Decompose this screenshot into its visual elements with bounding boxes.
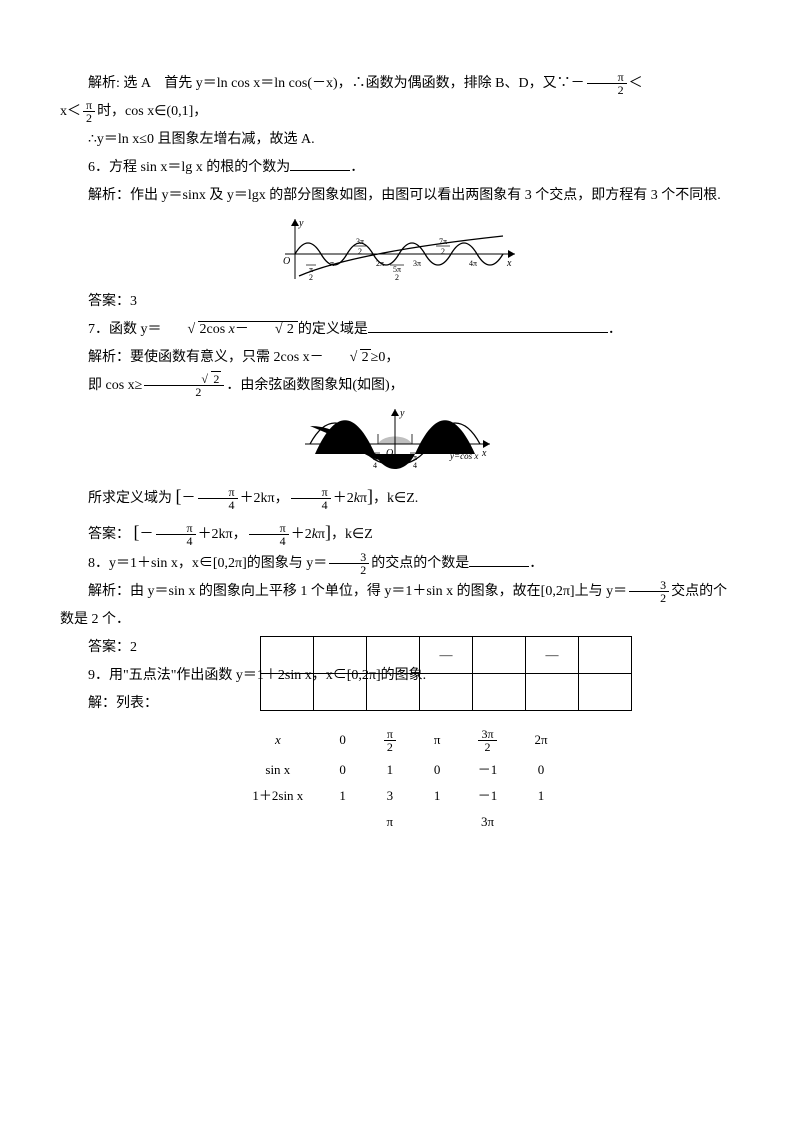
svg-text:4π: 4π xyxy=(469,259,477,268)
graph-cos: y x O π 4 π 4 y=cos x xyxy=(60,404,740,474)
table-row: x 0 π2 π 3π2 2π xyxy=(234,724,565,757)
question-6: 6．方程 sin x＝lg x 的根的个数为． xyxy=(60,154,740,182)
five-point-grid: —— xyxy=(260,636,632,711)
svg-text:4: 4 xyxy=(413,461,417,470)
frac-pi-2b: π2 xyxy=(83,99,95,124)
analysis-5-line2: x＜π2时，cos x∈(0,1]， xyxy=(60,98,740,126)
blank-7 xyxy=(368,319,608,333)
svg-text:y: y xyxy=(298,218,304,229)
svg-text:2: 2 xyxy=(358,247,362,256)
question-8: 8．y＝1＋sin x，x∈[0,2π]的图象与 y＝32的交点的个数是． xyxy=(60,550,740,578)
analysis-5: 解析: 选 A 首先 y＝ln cos x＝ln cos(－x)，∴函数为偶函数… xyxy=(60,70,740,98)
question-7: 7．函数 y＝2cos x－2的定义域是． xyxy=(60,316,740,344)
graph-sin-lg: O y x π 2 π 3π 2 2π 5π 2 3π 7π 2 4π xyxy=(60,214,740,284)
frac-pi4b: π4 xyxy=(291,486,331,511)
answer-7: 答案： [－π4＋2kπ，π4＋2kπ]，k∈Z xyxy=(60,514,740,550)
svg-text:2: 2 xyxy=(309,273,313,282)
svg-text:y: y xyxy=(399,408,405,419)
svg-text:4: 4 xyxy=(373,461,377,470)
sqrt-expr: 2cos x－2 xyxy=(162,316,298,344)
svg-text:2π: 2π xyxy=(376,259,384,268)
analysis-7a: 解析：要使函数有意义，只需 2cos x－2≥0， xyxy=(60,344,740,372)
sqrt-2: 2 xyxy=(324,344,371,372)
svg-text:x: x xyxy=(481,448,487,459)
frac-3-2: 32 xyxy=(329,551,369,576)
svg-text:O: O xyxy=(283,256,290,267)
frac-pi4a: π4 xyxy=(198,486,238,511)
value-table: x 0 π2 π 3π2 2π sin x 0 1 0 －1 0 1＋2sin … xyxy=(234,724,565,836)
blank-8 xyxy=(469,553,529,567)
svg-text:y=cos x: y=cos x xyxy=(449,451,478,461)
table-row: sin x 0 1 0 －1 0 xyxy=(234,757,565,783)
svg-text:x: x xyxy=(506,258,512,269)
analysis-6: 解析：作出 y＝sinx 及 y＝lgx 的部分图象如图，由图可以看出两图象有 … xyxy=(60,182,740,210)
frac-pi-2: π2 xyxy=(587,71,627,96)
svg-text:7π: 7π xyxy=(439,237,447,246)
svg-text:2: 2 xyxy=(395,273,399,282)
table-row: π 3π xyxy=(234,809,565,835)
analysis-5-line3: ∴y＝ln x≤0 且图象左增右减，故选 A. xyxy=(60,126,740,154)
frac-sqrt2-2: 22 xyxy=(144,373,224,398)
analysis-7b: 即 cos x≥22．由余弦函数图象知(如图)， xyxy=(60,372,740,400)
svg-text:3π: 3π xyxy=(413,259,421,268)
svg-text:3π: 3π xyxy=(356,237,364,246)
blank-6 xyxy=(290,157,350,171)
analysis-8: 解析：由 y＝sin x 的图象向上平移 1 个单位，得 y＝1＋sin x 的… xyxy=(60,578,740,634)
table-row: 1＋2sin x 1 3 1 －1 1 xyxy=(234,783,565,809)
document-page: 解析: 选 A 首先 y＝ln cos x＝ln cos(－x)，∴函数为偶函数… xyxy=(0,0,800,886)
svg-text:2: 2 xyxy=(441,247,445,256)
frac-3-2b: 32 xyxy=(629,579,669,604)
domain-result: 所求定义域为 [－π4＋2kπ，π4＋2kπ]，k∈Z. xyxy=(60,478,740,514)
frac-pi4d: π4 xyxy=(249,522,289,547)
svg-text:π: π xyxy=(330,259,334,268)
frac-pi4c: π4 xyxy=(156,522,196,547)
answer-6: 答案：3 xyxy=(60,288,740,316)
